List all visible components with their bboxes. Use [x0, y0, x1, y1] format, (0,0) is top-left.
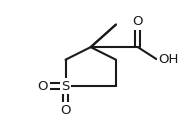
Text: S: S	[61, 80, 70, 93]
Text: OH: OH	[158, 53, 178, 66]
Text: O: O	[132, 15, 143, 28]
Text: O: O	[38, 80, 48, 93]
Text: O: O	[60, 104, 71, 117]
